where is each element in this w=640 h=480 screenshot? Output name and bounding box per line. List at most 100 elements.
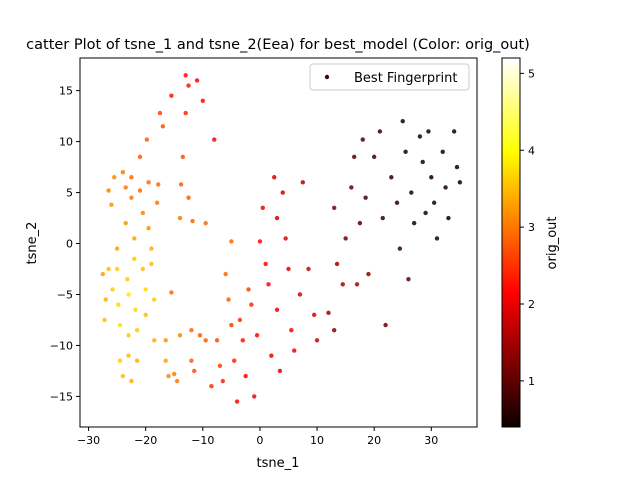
data-point bbox=[174, 378, 180, 384]
data-point bbox=[114, 246, 120, 251]
x-tick-label: 20 bbox=[367, 434, 381, 447]
data-point bbox=[194, 78, 200, 83]
y-tick-label: 15 bbox=[59, 85, 73, 98]
data-point bbox=[212, 137, 217, 142]
data-point bbox=[263, 261, 268, 267]
data-point bbox=[200, 98, 206, 104]
data-point bbox=[226, 297, 231, 302]
data-point bbox=[109, 202, 114, 207]
data-point bbox=[274, 307, 280, 312]
x-axis-label: tsne_1 bbox=[257, 456, 300, 471]
data-point bbox=[180, 154, 186, 160]
y-tick-label: 0 bbox=[66, 238, 73, 251]
data-point bbox=[440, 149, 445, 154]
data-point bbox=[197, 333, 203, 338]
data-point bbox=[209, 384, 214, 389]
data-point bbox=[143, 312, 148, 318]
data-point bbox=[400, 119, 405, 124]
data-point bbox=[357, 220, 363, 226]
data-point bbox=[354, 282, 360, 287]
y-tick-label: 10 bbox=[59, 136, 73, 149]
data-point bbox=[116, 302, 121, 307]
data-point bbox=[312, 312, 317, 318]
data-point bbox=[137, 188, 143, 193]
data-point bbox=[229, 239, 234, 244]
data-point bbox=[186, 83, 191, 88]
colorbar-tick-label: 3 bbox=[528, 221, 535, 234]
data-point bbox=[377, 129, 383, 134]
legend-label-best-fingerprint: Best Fingerprint bbox=[354, 71, 457, 86]
data-point bbox=[149, 246, 154, 251]
data-point bbox=[134, 358, 140, 363]
data-point bbox=[232, 358, 237, 363]
data-point bbox=[326, 310, 331, 316]
data-point bbox=[203, 338, 208, 343]
data-point bbox=[234, 399, 240, 404]
y-tick-label: 5 bbox=[66, 187, 73, 200]
data-point bbox=[190, 218, 195, 224]
y-tick-label: −15 bbox=[50, 390, 73, 403]
data-point bbox=[423, 210, 428, 216]
data-point bbox=[229, 322, 234, 328]
data-point bbox=[203, 220, 208, 226]
data-point bbox=[144, 137, 150, 142]
data-point bbox=[133, 307, 138, 312]
data-point bbox=[189, 327, 194, 333]
data-point bbox=[451, 129, 457, 134]
data-point bbox=[360, 137, 365, 142]
data-point bbox=[129, 175, 134, 180]
data-point bbox=[434, 236, 440, 241]
data-point bbox=[123, 220, 128, 226]
x-tick-label: −30 bbox=[77, 434, 100, 447]
data-point bbox=[172, 371, 177, 377]
data-point bbox=[297, 292, 303, 297]
data-point bbox=[340, 282, 345, 287]
data-point bbox=[120, 169, 126, 175]
data-point bbox=[126, 353, 131, 358]
x-tick-label: 10 bbox=[310, 434, 324, 447]
colorbar-tick-label: 5 bbox=[528, 67, 535, 80]
data-point bbox=[349, 185, 354, 190]
data-point bbox=[120, 373, 126, 379]
data-point bbox=[252, 394, 257, 399]
data-point bbox=[269, 353, 274, 358]
data-point bbox=[249, 302, 254, 307]
data-point bbox=[454, 164, 460, 170]
data-point bbox=[156, 182, 161, 187]
y-axis: −15 −10 −5 0 5 10 15 bbox=[50, 85, 80, 403]
data-point bbox=[257, 239, 263, 244]
data-point bbox=[383, 322, 388, 328]
data-point bbox=[183, 73, 188, 78]
data-point bbox=[389, 175, 394, 180]
data-point bbox=[112, 175, 117, 180]
data-point bbox=[420, 159, 425, 165]
data-point bbox=[363, 195, 368, 200]
data-point bbox=[351, 154, 357, 160]
data-point bbox=[243, 373, 248, 379]
data-point bbox=[426, 129, 431, 134]
data-point bbox=[334, 261, 340, 267]
data-point bbox=[140, 266, 146, 272]
data-point bbox=[102, 317, 107, 323]
x-axis: −30 −20 −10 0 10 20 30 bbox=[77, 427, 438, 447]
legend: Best Fingerprint bbox=[309, 63, 470, 91]
data-point bbox=[343, 236, 348, 241]
colorbar-tick-label: 4 bbox=[528, 144, 535, 157]
y-tick-label: −5 bbox=[57, 288, 73, 301]
data-point bbox=[157, 110, 163, 116]
legend-marker bbox=[324, 74, 330, 80]
chart-title: catter Plot of tsne_1 and tsne_2(Eea) fo… bbox=[26, 37, 530, 53]
data-point bbox=[283, 236, 288, 241]
data-point bbox=[110, 287, 115, 292]
data-point bbox=[177, 333, 183, 338]
legend-box bbox=[309, 63, 470, 91]
data-point bbox=[406, 277, 411, 282]
data-point bbox=[443, 185, 448, 190]
plot-frame bbox=[79, 57, 478, 428]
data-point bbox=[186, 195, 191, 200]
data-point bbox=[380, 215, 385, 221]
data-point bbox=[160, 124, 166, 129]
data-point bbox=[129, 378, 134, 384]
colorbar-tick-label: 1 bbox=[528, 375, 535, 388]
